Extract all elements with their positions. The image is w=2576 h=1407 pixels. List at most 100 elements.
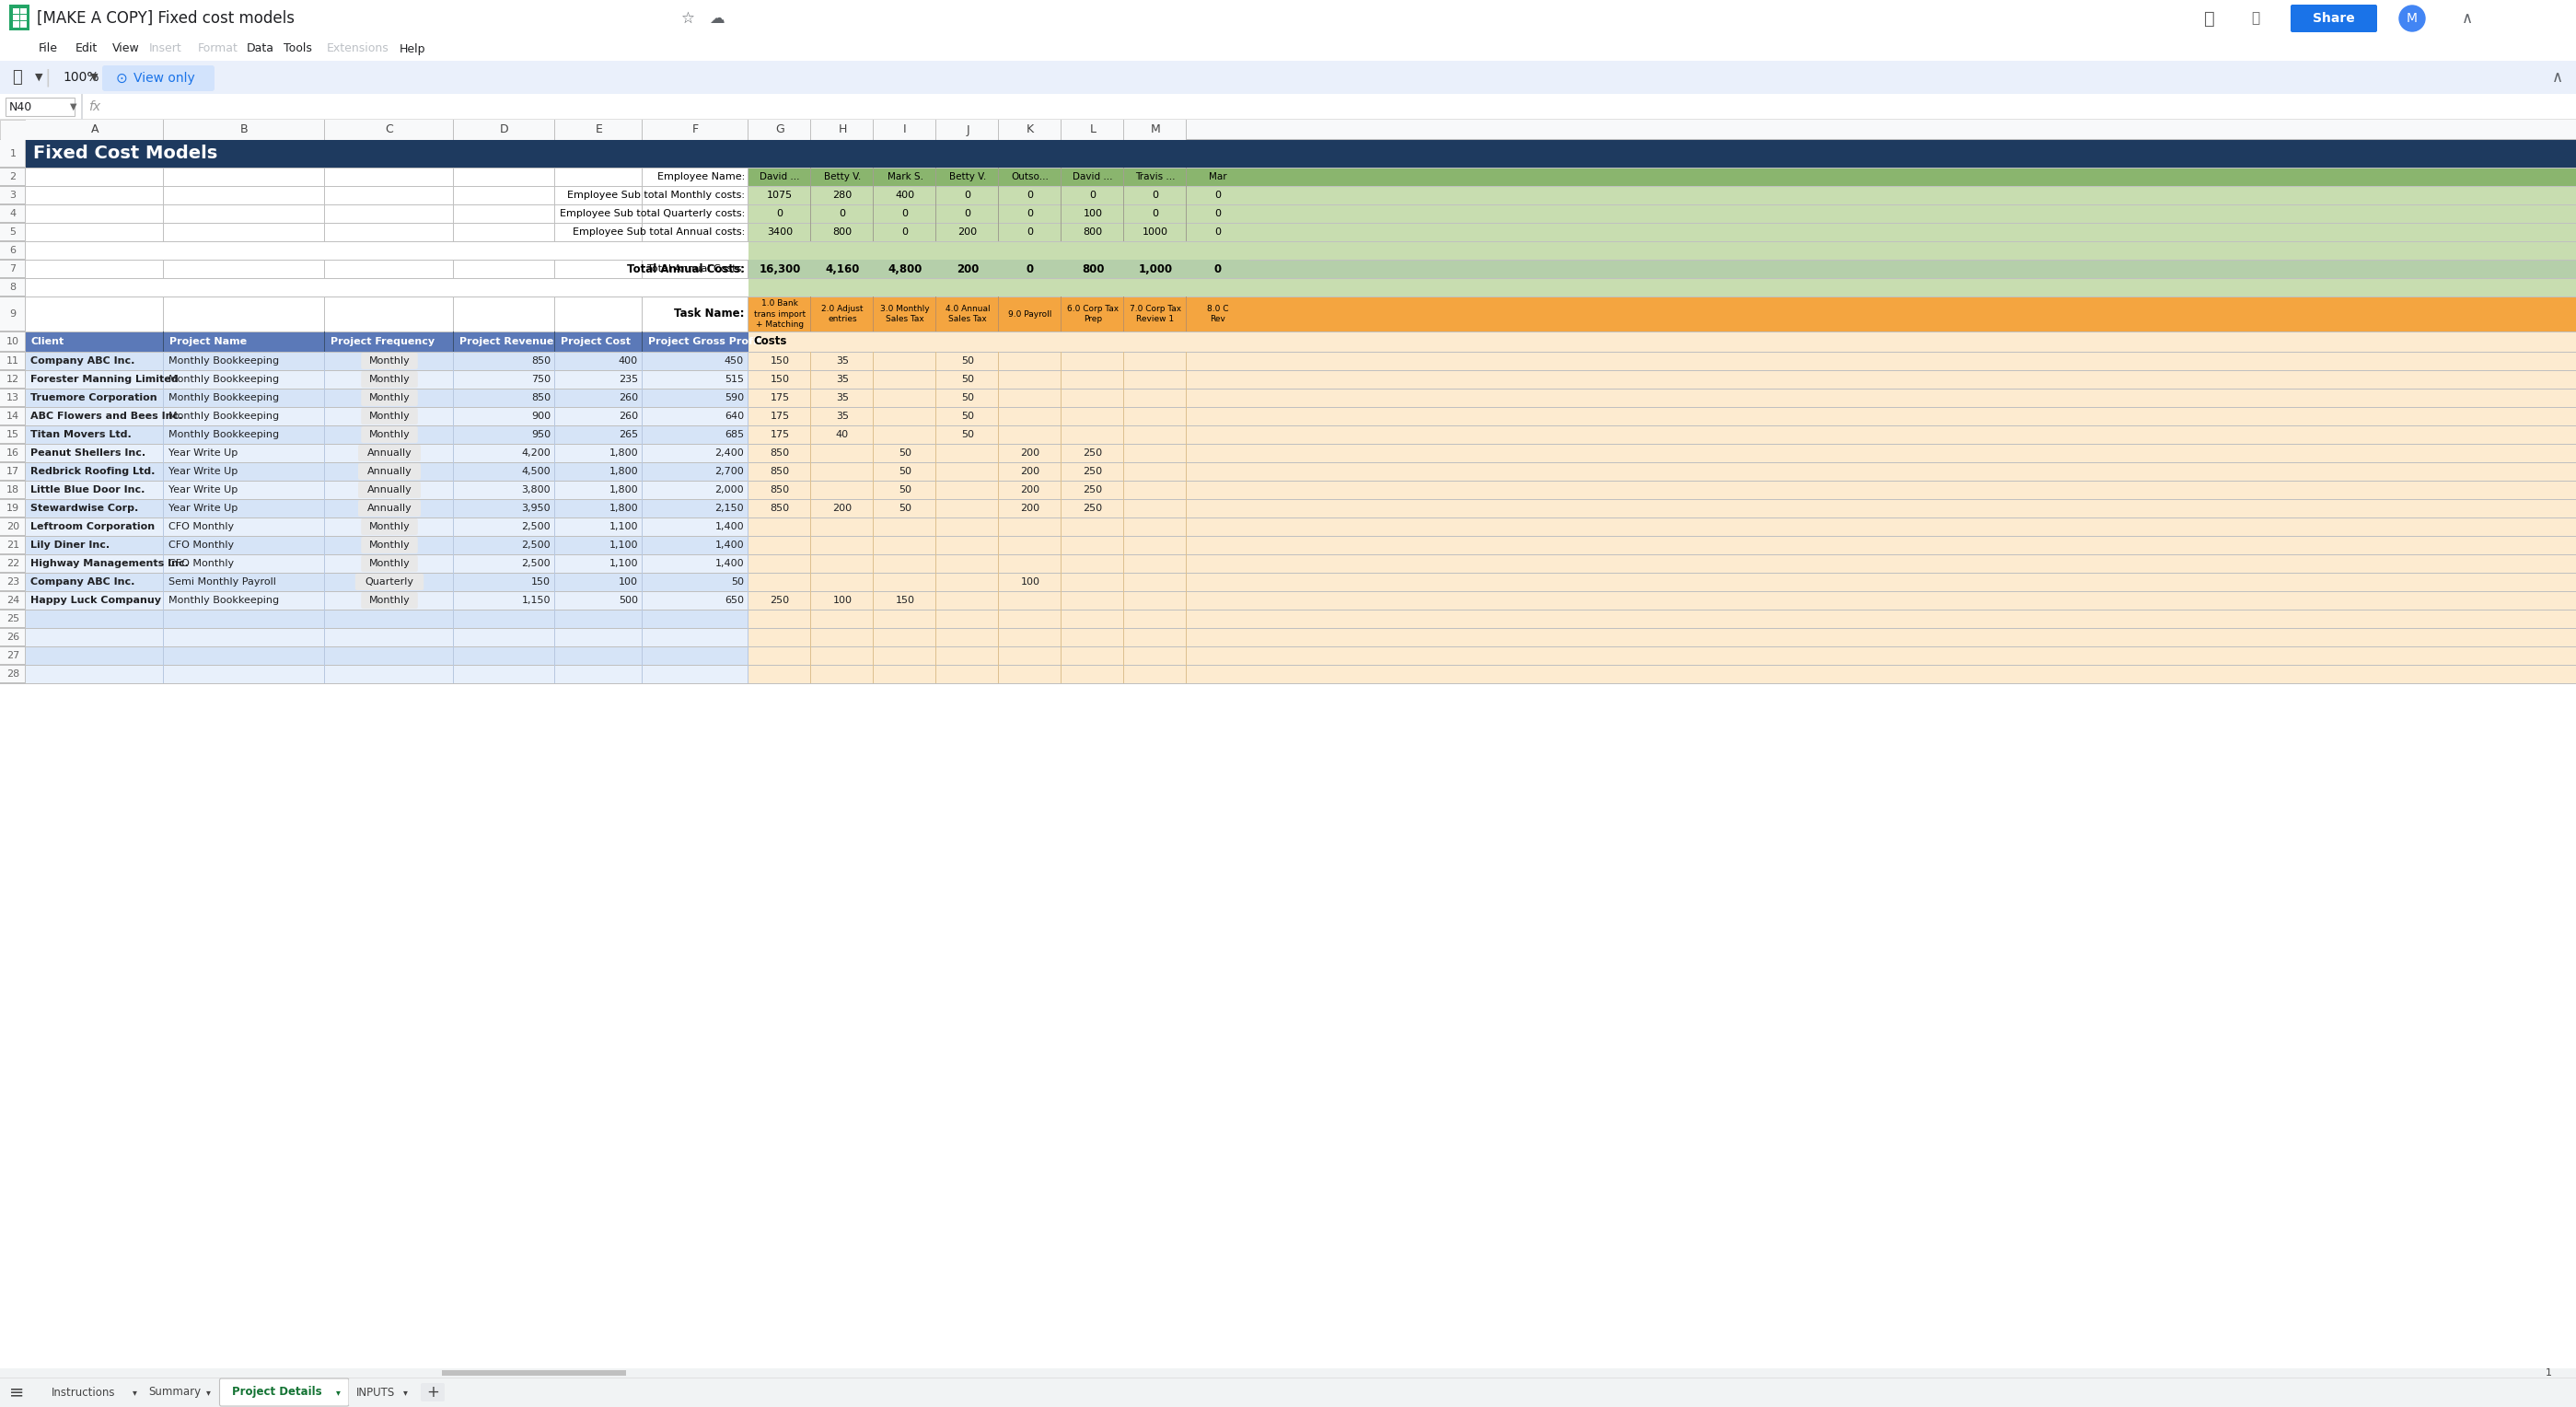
Bar	[0, 352, 26, 370]
Text: Annually: Annually	[366, 504, 412, 514]
Text: J: J	[966, 124, 969, 136]
Bar	[443, 1370, 626, 1376]
Text: 0: 0	[1090, 190, 1095, 200]
Bar	[26, 443, 750, 463]
Text: Data: Data	[247, 42, 276, 55]
Text: 8.0 C
Rev: 8.0 C Rev	[1208, 305, 1229, 324]
Text: 0: 0	[1151, 210, 1159, 218]
FancyBboxPatch shape	[144, 1379, 219, 1406]
Text: B: B	[240, 124, 247, 136]
Text: 6: 6	[10, 246, 15, 255]
FancyBboxPatch shape	[361, 592, 417, 609]
FancyBboxPatch shape	[103, 65, 214, 91]
Text: Monthly Bookkeeping: Monthly Bookkeeping	[167, 431, 278, 439]
Text: 2: 2	[10, 172, 15, 182]
Text: ABC Flowers and Bees Inc.: ABC Flowers and Bees Inc.	[31, 412, 183, 421]
Bar	[26, 388, 750, 407]
Text: 800: 800	[1082, 263, 1105, 274]
Text: 650: 650	[724, 595, 744, 605]
Text: 265: 265	[618, 431, 639, 439]
Text: Share: Share	[2313, 13, 2354, 25]
Text: 200: 200	[1020, 449, 1041, 457]
Text: Project Revenue: Project Revenue	[459, 338, 554, 346]
Text: Help: Help	[399, 42, 425, 55]
Text: A: A	[90, 124, 98, 136]
Bar	[750, 260, 811, 279]
Bar	[999, 260, 1061, 279]
Bar	[750, 646, 2576, 666]
Text: 4160: 4160	[829, 265, 855, 273]
Bar	[0, 666, 26, 684]
Bar	[26, 297, 750, 332]
Bar	[26, 279, 750, 297]
Bar	[0, 388, 26, 407]
Text: 2,500: 2,500	[520, 559, 551, 568]
Text: 2,500: 2,500	[520, 522, 551, 532]
Bar	[873, 260, 935, 279]
FancyBboxPatch shape	[36, 1379, 144, 1406]
Text: 50: 50	[961, 393, 974, 402]
Bar	[26, 499, 750, 518]
Text: 100%: 100%	[62, 70, 98, 84]
Bar	[0, 463, 26, 481]
Bar	[0, 609, 26, 628]
Text: 3400: 3400	[768, 228, 793, 236]
Text: 6.0 Corp Tax
Prep: 6.0 Corp Tax Prep	[1066, 305, 1118, 324]
Text: 28: 28	[5, 670, 21, 678]
Bar	[0, 573, 26, 591]
Text: Extensions: Extensions	[327, 42, 389, 55]
Text: Task Name:: Task Name:	[675, 308, 744, 319]
Text: ☁: ☁	[708, 10, 724, 27]
Text: Year Write Up: Year Write Up	[167, 504, 237, 514]
Text: 12: 12	[5, 374, 21, 384]
Text: Employee Sub total Monthly costs:: Employee Sub total Monthly costs:	[567, 190, 744, 200]
Text: 3.0 Monthly
Sales Tax: 3.0 Monthly Sales Tax	[881, 305, 930, 324]
Text: 4,160: 4,160	[824, 263, 860, 274]
Bar	[1061, 120, 1123, 139]
Text: 16300: 16300	[762, 265, 796, 273]
Text: Summary: Summary	[149, 1386, 201, 1399]
Text: Travis ...: Travis ...	[1136, 172, 1175, 182]
Text: Company ABC Inc.: Company ABC Inc.	[31, 356, 134, 366]
Text: 800: 800	[1082, 265, 1103, 273]
Bar	[26, 573, 750, 591]
Text: 7.0 Corp Tax
Review 1: 7.0 Corp Tax Review 1	[1131, 305, 1182, 324]
Bar	[750, 463, 2576, 481]
Bar	[556, 120, 641, 139]
Text: ≡: ≡	[10, 1383, 23, 1401]
Text: 640: 640	[724, 412, 744, 421]
Text: 685: 685	[724, 431, 744, 439]
Text: 1000: 1000	[1144, 265, 1170, 273]
Text: ∧: ∧	[2553, 69, 2563, 86]
FancyBboxPatch shape	[358, 499, 420, 516]
Text: 200: 200	[1020, 485, 1041, 494]
Bar	[26, 628, 750, 646]
Text: Peanut Shellers Inc.: Peanut Shellers Inc.	[31, 449, 147, 457]
Text: Semi Monthly Payroll: Semi Monthly Payroll	[167, 577, 276, 587]
Text: 35: 35	[837, 356, 850, 366]
Bar	[750, 536, 2576, 554]
Text: 16: 16	[8, 449, 21, 457]
Bar	[0, 222, 26, 241]
Bar	[26, 186, 750, 204]
Text: Company ABC Inc.: Company ABC Inc.	[31, 577, 134, 587]
Text: ▾: ▾	[131, 1387, 137, 1397]
Bar	[165, 120, 325, 139]
Text: 1,800: 1,800	[608, 504, 639, 514]
FancyBboxPatch shape	[361, 371, 417, 388]
Text: Project Frequency: Project Frequency	[330, 338, 435, 346]
Text: 200: 200	[958, 228, 976, 236]
Text: 400: 400	[618, 356, 639, 366]
Text: ▾: ▾	[206, 1387, 211, 1397]
Text: ▾: ▾	[402, 1387, 407, 1397]
Text: Monthly Bookkeeping: Monthly Bookkeeping	[167, 393, 278, 402]
Text: 950: 950	[531, 431, 551, 439]
Text: ▼: ▼	[90, 73, 98, 82]
Bar	[750, 186, 2576, 204]
Text: 260: 260	[618, 412, 639, 421]
Text: 260: 260	[618, 393, 639, 402]
FancyBboxPatch shape	[361, 518, 417, 535]
Text: Edit: Edit	[75, 42, 98, 55]
FancyBboxPatch shape	[358, 481, 420, 498]
Text: 4800: 4800	[891, 265, 917, 273]
